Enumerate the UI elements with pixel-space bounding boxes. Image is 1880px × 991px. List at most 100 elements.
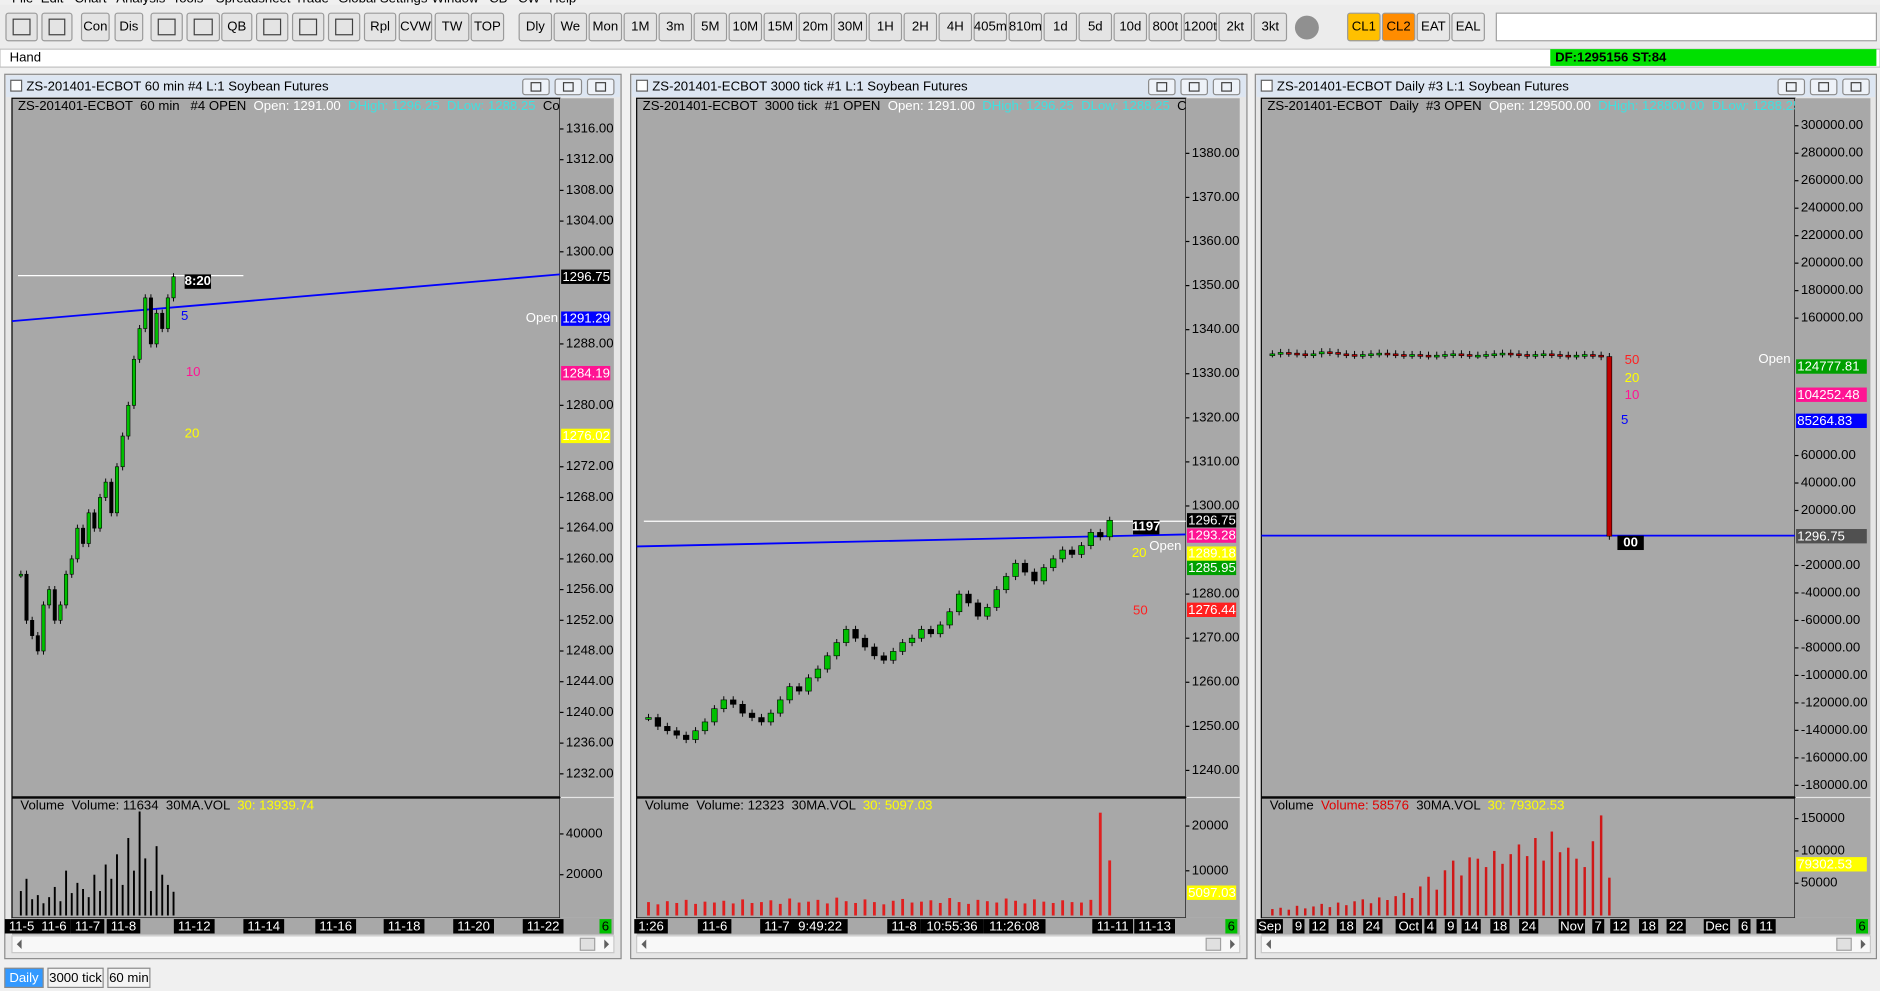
menu-item[interactable]: Spreadsheet — [216, 0, 291, 5]
tool-icon[interactable] — [41, 12, 73, 42]
scroll-arrow[interactable] — [641, 939, 647, 950]
symbol-button[interactable] — [1347, 12, 1381, 42]
tool-button[interactable] — [221, 12, 253, 42]
window-button[interactable] — [1809, 78, 1838, 96]
scrollbar[interactable] — [1260, 935, 1872, 954]
scroll-thumb[interactable] — [579, 937, 596, 951]
symbol-button-label[interactable]: CL2 — [1387, 18, 1411, 33]
interval-button-label[interactable]: 30M — [838, 18, 864, 33]
interval-button-label[interactable]: 1M — [631, 18, 649, 33]
menu-item[interactable]: Analysis — [116, 0, 165, 5]
tool-icon[interactable] — [255, 12, 289, 42]
tab[interactable] — [107, 967, 151, 988]
menu-item[interactable]: Tools — [173, 0, 204, 5]
interval-button-label[interactable]: 3m — [666, 18, 684, 33]
interval-button[interactable] — [518, 12, 553, 42]
symbol-button-label[interactable]: CL1 — [1352, 18, 1376, 33]
interval-button[interactable] — [1218, 12, 1253, 42]
tool-button[interactable] — [470, 12, 505, 42]
interval-button-label[interactable]: Mon — [593, 18, 619, 33]
tool-icon[interactable] — [186, 12, 221, 42]
interval-button-label[interactable]: 1H — [877, 18, 894, 33]
interval-button[interactable] — [938, 12, 973, 42]
interval-button[interactable] — [658, 12, 693, 42]
scroll-arrow[interactable] — [1860, 939, 1866, 950]
interval-button[interactable] — [1078, 12, 1113, 42]
tool-button-label[interactable]: CVW — [400, 18, 431, 33]
window-button[interactable] — [1842, 78, 1870, 96]
interval-button-label[interactable]: 800t — [1152, 18, 1178, 33]
window-button[interactable] — [1148, 78, 1176, 96]
interval-button-label[interactable]: 2kt — [1227, 18, 1245, 33]
tab-label[interactable]: 3000 tick — [49, 970, 102, 985]
interval-button-label[interactable]: Dly — [526, 18, 545, 33]
tool-button-label[interactable]: Con — [83, 18, 107, 33]
scrollbar[interactable] — [636, 935, 1241, 954]
tool-button-label[interactable]: QB — [227, 18, 246, 33]
menu-item[interactable]: CW — [518, 0, 541, 5]
interval-button-label[interactable]: 3kt — [1262, 18, 1280, 33]
tool-button-label[interactable]: TOP — [474, 18, 501, 33]
scroll-arrow[interactable] — [1230, 939, 1235, 950]
interval-button[interactable] — [868, 12, 903, 42]
interval-button[interactable] — [1043, 12, 1078, 42]
tool-button[interactable] — [434, 12, 470, 42]
interval-button[interactable] — [553, 12, 588, 42]
interval-button-label[interactable]: 405m — [974, 18, 1007, 33]
menu-item[interactable]: Help — [549, 0, 576, 5]
tool-icon[interactable] — [5, 12, 38, 42]
interval-button[interactable] — [1008, 12, 1043, 42]
interval-button-label[interactable]: 10d — [1119, 18, 1141, 33]
scroll-arrow[interactable] — [1266, 939, 1271, 950]
tool-button-label[interactable]: Dis — [119, 18, 138, 33]
interval-button[interactable] — [588, 12, 623, 42]
tool-icon[interactable] — [150, 12, 183, 42]
menu-item[interactable]: File — [12, 0, 33, 5]
symbol-button[interactable] — [1451, 12, 1485, 42]
symbol-button[interactable] — [1381, 12, 1416, 42]
scroll-thumb[interactable] — [1205, 937, 1222, 951]
interval-button-label[interactable]: 5d — [1088, 18, 1103, 33]
menu-item[interactable]: CB — [489, 0, 508, 5]
interval-button-label[interactable]: 1200t — [1184, 18, 1217, 33]
interval-button[interactable] — [1253, 12, 1288, 42]
tool-button[interactable] — [398, 12, 433, 42]
tool-button[interactable] — [80, 12, 110, 42]
interval-button-label[interactable]: 810m — [1009, 18, 1042, 33]
tab[interactable] — [4, 967, 44, 988]
symbol-button-label[interactable]: EAL — [1456, 18, 1481, 33]
interval-button-label[interactable]: 10M — [733, 18, 759, 33]
menu-item[interactable]: Window — [432, 0, 479, 5]
interval-button-label[interactable]: 5M — [701, 18, 719, 33]
interval-button-label[interactable]: 1d — [1053, 18, 1068, 33]
interval-button[interactable] — [1113, 12, 1148, 42]
interval-button[interactable] — [693, 12, 728, 42]
interval-button[interactable] — [1183, 12, 1218, 42]
interval-button-label[interactable]: 20m — [803, 18, 829, 33]
tool-icon[interactable] — [327, 12, 361, 42]
tab[interactable] — [47, 967, 104, 988]
interval-button-label[interactable]: 4H — [947, 18, 964, 33]
scroll-arrow[interactable] — [16, 939, 22, 950]
tool-button[interactable] — [114, 12, 144, 42]
record-button[interactable] — [1294, 15, 1319, 40]
symbol-input[interactable] — [1495, 12, 1878, 42]
interval-button[interactable] — [623, 12, 658, 42]
interval-button[interactable] — [973, 12, 1008, 42]
interval-button[interactable] — [1148, 12, 1183, 42]
interval-button-label[interactable]: 2H — [912, 18, 929, 33]
interval-button[interactable] — [903, 12, 938, 42]
scroll-thumb[interactable] — [1836, 937, 1852, 951]
scrollbar[interactable] — [11, 935, 615, 954]
interval-button-label[interactable]: We — [561, 18, 581, 33]
menu-item[interactable]: Trade — [295, 0, 329, 5]
tool-button-label[interactable]: Rpl — [370, 18, 390, 33]
tab-label[interactable]: Daily — [9, 970, 39, 985]
tool-icon[interactable] — [291, 12, 325, 42]
tab-label[interactable]: 60 min — [109, 970, 149, 985]
tool-button[interactable] — [363, 12, 397, 42]
menu-item[interactable]: Global Settings — [338, 0, 428, 5]
menu-item[interactable]: Edit — [41, 0, 64, 5]
scroll-arrow[interactable] — [604, 939, 610, 950]
window-button[interactable] — [554, 78, 583, 96]
